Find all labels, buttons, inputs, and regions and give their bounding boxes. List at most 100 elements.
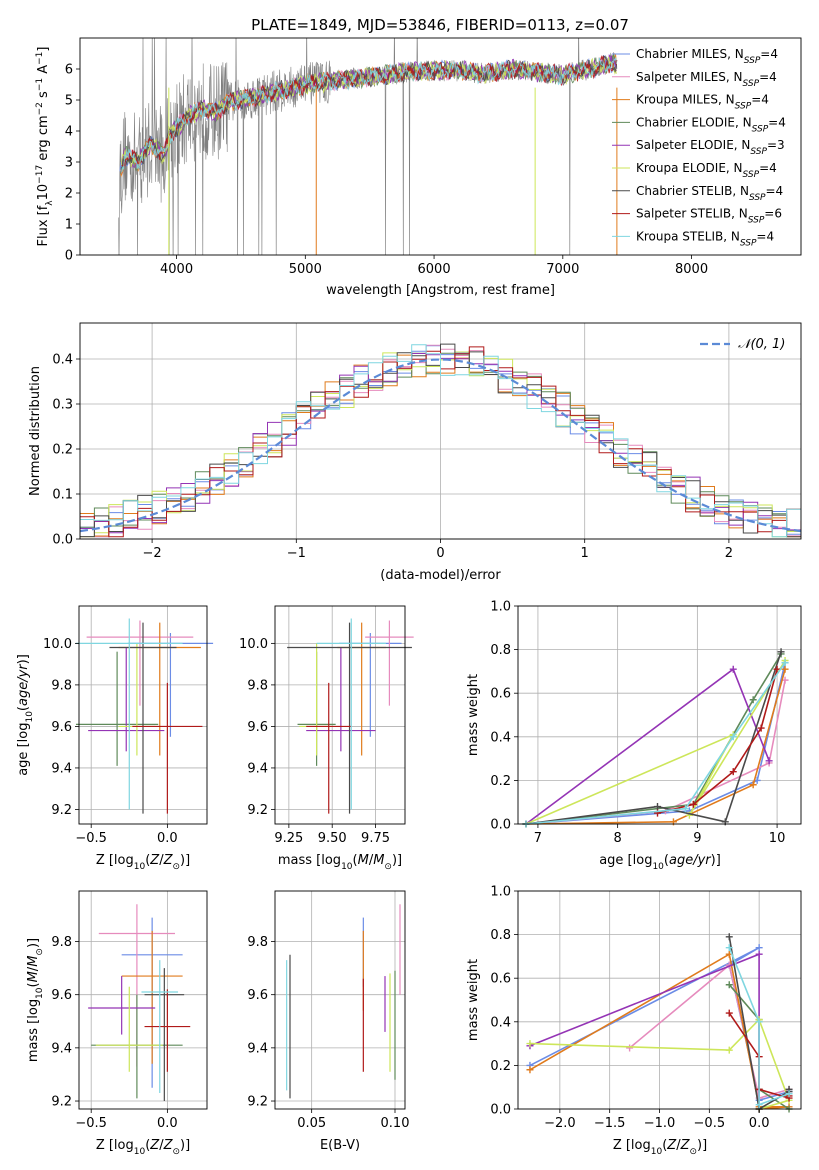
panel-weight_vs_age: 7 8 9 10 0.0 0.2 0.4 0.6 0.8 1.0 mass weight age [l… — [466, 600, 802, 872]
y-tick-label: 0.0 — [490, 818, 511, 833]
legend-label: Kroupa MILES, NSSP=4 — [636, 93, 769, 112]
error-bar-point — [118, 643, 156, 756]
y-tick-label: 0.3 — [52, 398, 73, 413]
legend-label-part: =4 — [759, 161, 777, 175]
x-axis-label-part: M — [373, 853, 384, 868]
y-tick-label: 9.2 — [51, 1095, 72, 1110]
y-axis-label-part: ( — [16, 706, 31, 711]
y-tick-label: 9.8 — [247, 935, 268, 950]
legend-label-part: SSP — [750, 147, 767, 157]
x-axis-label-part: 10 — [652, 862, 664, 872]
x-tick-label: 1 — [581, 546, 589, 561]
x-tick-label: 9 — [693, 831, 701, 846]
y-tick-label: 0.6 — [490, 972, 511, 987]
x-tick-label: 9.75 — [361, 831, 390, 846]
y-axis-label-part: age/yr — [16, 663, 31, 706]
y-axis-label-part: 10 — [25, 711, 35, 723]
model-spectrum — [121, 57, 617, 172]
x-axis-label-part: ⊙ — [172, 1147, 180, 1157]
error-bar-point — [86, 620, 194, 706]
y-axis-label-part: s — [36, 91, 51, 102]
panel-spectrum: 4000 5000 6000 7000 8000 0 1 2 3 4 5 6 Chabrier MILE… — [35, 37, 802, 298]
y-tick-label: 9.2 — [51, 803, 72, 818]
data-point-marker — [755, 950, 763, 958]
plot-area-residuals — [80, 343, 801, 538]
x-tick-label: −1.5 — [594, 1116, 626, 1131]
y-tick-label: 6 — [65, 63, 73, 78]
normal-reference-curve — [80, 358, 801, 533]
series-line — [529, 953, 760, 1109]
x-axis-label-part: Z [log — [613, 1138, 651, 1153]
error-bar-point — [316, 618, 386, 810]
y-tick-label: 5 — [65, 94, 73, 109]
y-tick-label: 1 — [65, 218, 73, 233]
x-tick-label: 2 — [725, 546, 733, 561]
y-tick-label: 9.4 — [247, 1041, 268, 1056]
x-axis-label-part: ( — [662, 1138, 667, 1153]
legend-label-part: Salpeter ELODIE, N — [636, 138, 750, 152]
y-tick-label: 9.2 — [247, 1095, 268, 1110]
x-axis-label: Z [log10(Z/Z⊙)] — [96, 1138, 190, 1157]
data-point-marker — [725, 933, 733, 941]
y-axis-label-part: M — [26, 956, 41, 967]
legend-label: Salpeter STELIB, NSSP=6 — [636, 207, 782, 226]
panel-age_vs_mass: 9.25 9.50 9.75 9.2 9.4 9.6 9.8 10.0 mass [log10(… — [239, 605, 414, 872]
legend-label-part: SSP — [744, 56, 761, 66]
panel-mass_vs_Z: −0.5 0.09.29.49.69.8Z [log10(Z/Z⊙)]mass [… — [26, 890, 208, 1157]
y-tick-label: 0.2 — [490, 1059, 511, 1074]
y-tick-label: 4 — [65, 125, 73, 140]
y-axis-label: mass [log10(M/M⊙)] — [26, 938, 45, 1062]
x-axis-label-part: 10 — [134, 1147, 146, 1157]
legend-label-part: Kroupa MILES, N — [636, 93, 735, 107]
error-bar-point — [365, 620, 414, 706]
x-axis-label-part: mass [log — [278, 853, 341, 868]
y-axis-label-part: ] — [36, 47, 51, 52]
x-axis-label-part: ⊙ — [384, 862, 392, 872]
error-bar-point — [88, 647, 165, 752]
panel-weight_vs_Z: −2.0 −1.5 −1.0 −0.5 0.0 0.0 0.2 0.4 0.6 0.8 1.0 mas… — [466, 885, 802, 1157]
legend-label: Chabrier MILES, NSSP=4 — [636, 47, 778, 66]
panel-age_vs_Z: −0.5 0.09.29.49.69.810.0Z [log10(Z/Z⊙)]ag… — [16, 605, 214, 872]
plot-area-mass_vs_ebv — [286, 904, 401, 1099]
legend-label-part: Chabrier ELODIE, N — [636, 115, 752, 129]
y-tick-label: 0.1 — [52, 488, 73, 503]
error-bar-point — [144, 989, 191, 1072]
y-axis-label-part: λ — [45, 200, 55, 206]
spectrum-lines — [118, 38, 618, 255]
y-axis-label-part: −2 — [35, 102, 45, 115]
y-tick-label: 9.4 — [247, 761, 268, 776]
x-tick-label: 8000 — [675, 262, 708, 277]
legend-label: Salpeter ELODIE, NSSP=3 — [636, 138, 785, 157]
y-axis-label-part: erg cm — [36, 115, 51, 164]
y-tick-label: 9.4 — [51, 1041, 72, 1056]
series-line — [525, 662, 786, 825]
x-tick-label: 6000 — [418, 262, 451, 277]
x-tick-label: 4000 — [160, 262, 193, 277]
x-axis-label-part: Z — [163, 853, 174, 868]
data-point-marker — [526, 1040, 534, 1048]
x-tick-label: 0.0 — [749, 1116, 770, 1131]
error-bar-point — [337, 622, 386, 756]
y-axis-label-part: ⊙ — [35, 948, 45, 956]
legend-label: Kroupa STELIB, NSSP=4 — [636, 229, 774, 248]
legend-label-part: SSP — [735, 102, 752, 112]
y-axis-label-part: −1 — [35, 78, 45, 91]
panel-residuals: −2 −1 0 1 2 0.0 0.1 0.2 0.3 0.4 𝒩(0, 1) (data-model… — [28, 322, 802, 583]
data-point-marker — [765, 757, 773, 765]
x-tick-label: 5000 — [289, 262, 322, 277]
x-axis-label-part: Z — [666, 1138, 677, 1153]
y-axis-label-part: M — [26, 971, 41, 982]
y-axis-label: mass weight — [466, 674, 481, 756]
x-axis-label-part: ( — [145, 1138, 150, 1153]
x-axis-label-part: )] — [180, 853, 190, 868]
panel-mass_vs_ebv: 0.05 0.10 9.2 9.4 9.6 9.8 E(B-V) — [247, 890, 409, 1153]
x-axis-label-part: Z — [680, 1138, 691, 1153]
legend-label-part: =4 — [766, 184, 784, 198]
x-axis-label: wavelength [Angstrom, rest frame] — [326, 283, 555, 298]
plot-area-spectrum — [118, 38, 618, 255]
y-tick-label: 1.0 — [490, 600, 511, 615]
x-tick-label: −1.0 — [644, 1116, 676, 1131]
y-axis-label-part: )] — [16, 654, 31, 664]
x-tick-label: −0.5 — [75, 831, 107, 846]
data-point-marker — [755, 1101, 763, 1109]
